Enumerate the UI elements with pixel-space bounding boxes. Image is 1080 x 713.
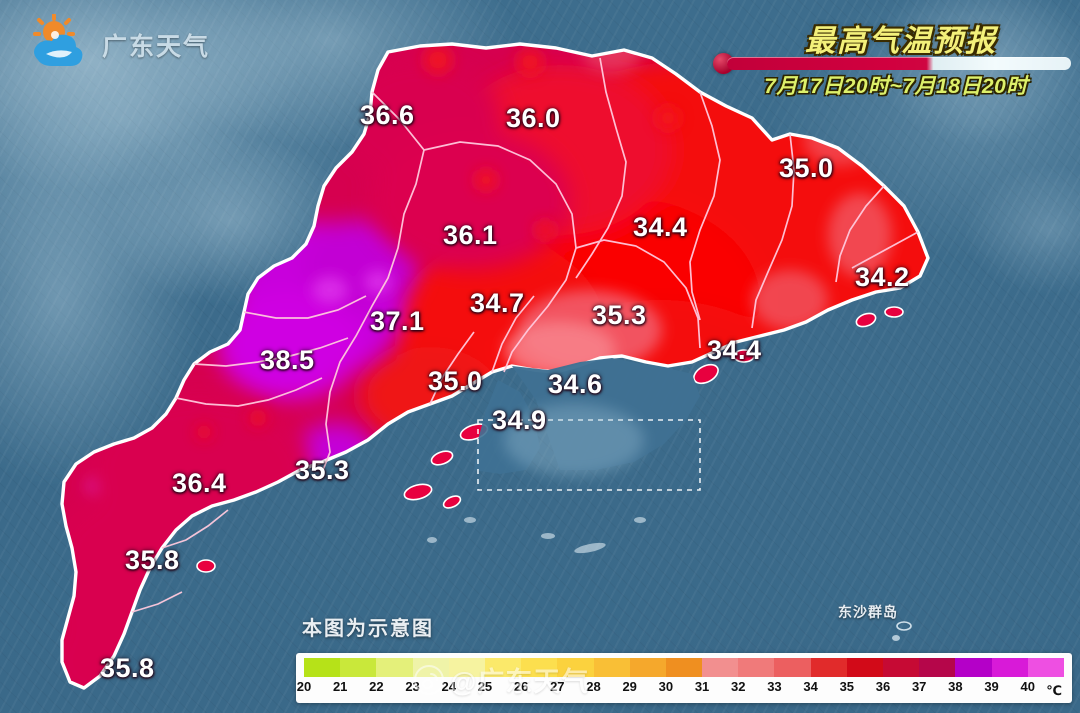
legend-swatch [774,658,811,677]
legend-swatch [846,658,883,677]
legend-swatch [629,658,666,677]
legend-swatch [919,658,956,677]
temperature-label: 35.3 [592,300,647,330]
temperature-label: 36.0 [506,103,561,133]
legend-swatch [991,658,1028,677]
legend-swatch [304,658,341,677]
estuary-haze [504,404,644,476]
legend-swatch [883,658,920,677]
thermometer-tube [727,57,1071,70]
south-sea-islets [427,517,646,554]
brand-logo: 广东天气 [24,14,210,76]
legend-swatch [702,658,739,677]
legend-swatch [955,658,992,677]
legend-swatch [484,658,522,677]
legend-swatch [376,658,413,677]
legend-tick: 27 [550,679,565,694]
legend-tick: 25 [477,679,493,694]
legend-tick: 20 [296,679,312,694]
dongsha-atoll-marker [892,621,912,641]
legend-tick: 24 [441,679,456,694]
legend-tick: 40 [1020,679,1035,694]
temperature-label: 34.2 [855,262,910,292]
province-outline [60,42,930,690]
temperature-label: 34.4 [707,335,762,365]
temperature-label: 36.6 [360,100,415,130]
temperature-label: 35.3 [295,455,350,485]
legend-tick: 38 [948,679,963,694]
temperature-label: 38.5 [260,345,315,375]
legend-swatch [448,658,485,677]
legend-swatch [340,658,377,677]
dongsha-islands-label: 东沙群岛 [838,604,898,620]
legend-tick: 30 [658,679,674,694]
legend-swatch [810,658,847,677]
legend-swatch [412,658,449,677]
legend-tick: 23 [405,679,420,694]
legend-tick: 28 [586,679,601,694]
prefecture-boundaries [131,57,919,613]
legend-tick: 39 [984,679,999,694]
legend-swatch [1027,658,1064,677]
legend-swatch [521,658,558,677]
temperature-label: 34.4 [633,212,688,242]
header-block: 最高气温预报 [726,16,1076,60]
temperature-label: 34.9 [492,405,547,435]
temperature-label: 36.4 [172,468,227,498]
legend-swatch [738,658,775,677]
legend-tick: 35 [839,679,855,694]
legend-tick: 29 [622,679,637,694]
temperature-label: 36.1 [443,220,498,250]
temperature-label: 35.0 [428,366,483,396]
legend-tick: 36 [875,679,891,694]
temperature-label: 34.7 [470,288,525,318]
map-disclaimer: 本图为示意图 [302,618,434,640]
legend-tick: 33 [767,679,782,694]
legend-unit-label: ℃ [1046,683,1062,698]
legend-swatch [665,658,703,677]
page-title: 最高气温预报 [805,25,997,58]
legend-tick: 21 [332,679,348,694]
legend-tick-labels: 20 21 22 23 24 25 26 27 28 29 30 31 32 33 34 35 36 37 38 39… [297,679,1064,694]
forecast-date-range: 7月17日20时~7月18日20时 [764,75,1028,98]
legend-swatch [557,658,594,677]
temperature-label: 35.8 [125,545,180,575]
legend-tick: 22 [369,679,384,694]
legend-tick: 26 [513,679,529,694]
legend-tick: 31 [694,679,710,694]
temperature-label: 35.0 [779,153,834,183]
legend-tick: 34 [803,679,818,694]
legend-tick: 37 [911,679,927,694]
thermometer-icon [713,52,1073,74]
legend-swatch [593,658,630,677]
temperature-label: 37.1 [370,306,425,336]
legend-color-bar [304,658,1064,677]
temperature-label: 34.6 [548,369,603,399]
temperature-label: 35.8 [100,653,155,683]
legend-tick: 32 [731,679,746,694]
sun-cloud-logo-icon [33,14,83,66]
temperature-color-legend: 20 21 22 23 24 25 26 27 28 29 30 31 32 33 34 35 36 37 38 39… [296,653,1072,703]
brand-logo-text: 广东天气 [102,33,211,61]
